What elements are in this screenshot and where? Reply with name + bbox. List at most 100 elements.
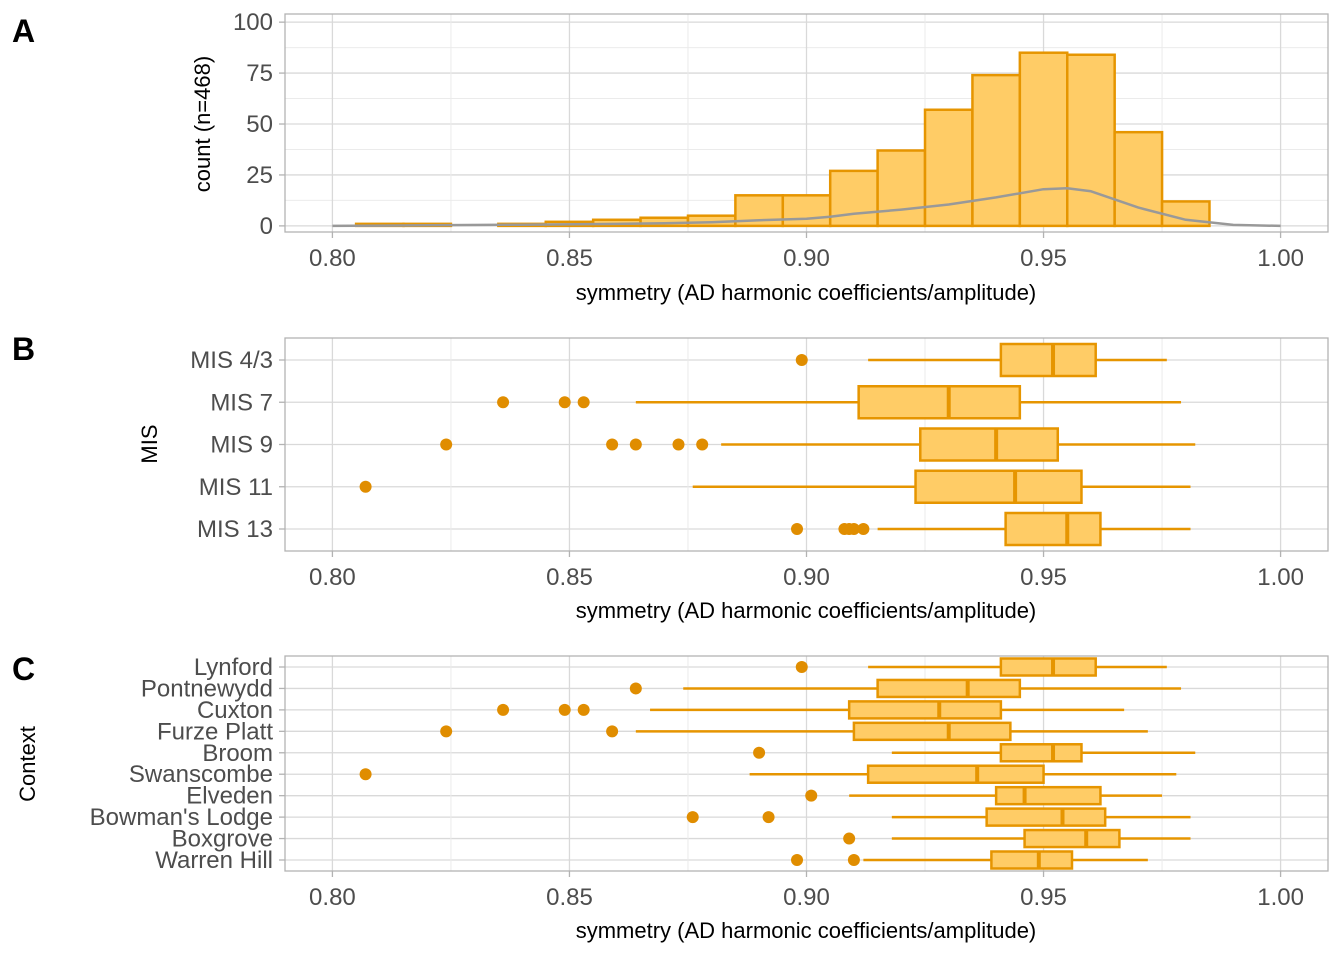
y-tick-label: Swanscombe bbox=[129, 761, 273, 788]
box-outlier-point bbox=[805, 789, 818, 802]
box-outlier-point bbox=[359, 768, 372, 781]
box-outlier-point bbox=[577, 703, 590, 716]
box-outlier-point bbox=[497, 396, 510, 409]
y-tick-label: MIS 11 bbox=[199, 474, 273, 501]
histogram-bar bbox=[828, 169, 879, 228]
panel-a-x-axis-title: symmetry (AD harmonic coefficients/ampli… bbox=[576, 280, 1037, 305]
y-tick-label: Broom bbox=[202, 740, 273, 767]
histogram-bar bbox=[781, 194, 832, 228]
box-outlier-point bbox=[440, 438, 453, 451]
box-outlier-point bbox=[795, 661, 808, 673]
box-iqr bbox=[1023, 828, 1121, 849]
y-tick-label: 100 bbox=[233, 9, 273, 36]
box-outlier-point bbox=[791, 854, 804, 866]
box-outlier-point bbox=[753, 746, 766, 759]
density-curve bbox=[332, 186, 1281, 228]
y-tick-label: 75 bbox=[246, 60, 273, 87]
x-tick-label: 0.90 bbox=[783, 245, 830, 272]
x-tick-label: 1.00 bbox=[1257, 245, 1304, 272]
x-tick-label: 0.80 bbox=[309, 564, 356, 591]
histogram-bar bbox=[876, 149, 927, 228]
panel-a: A 0 25 50 75 100 0.80 0.85 0.90 0.95 1.00 symmetr… bbox=[12, 9, 1329, 305]
box-outlier-point bbox=[791, 523, 804, 535]
box-outlier-point bbox=[696, 438, 709, 451]
box-outlier-point bbox=[629, 682, 642, 695]
panel-c: C 0.80 0.85 0.90 0.95 1.00LynfordPontnewyddC… bbox=[12, 651, 1329, 943]
panel-border bbox=[284, 655, 1329, 872]
box-outlier-point bbox=[359, 480, 372, 493]
y-tick-label: Cuxton bbox=[197, 697, 273, 724]
box-outlier-point bbox=[847, 523, 860, 535]
panel-a-y-axis-title: count (n=468) bbox=[190, 56, 215, 192]
box-outlier-point bbox=[497, 703, 510, 716]
box-iqr bbox=[857, 385, 1022, 420]
x-tick-label: 1.00 bbox=[1257, 564, 1304, 591]
box-outlier-point bbox=[795, 354, 808, 366]
histogram-bar bbox=[1066, 53, 1116, 228]
box-iqr bbox=[999, 657, 1097, 677]
panel-c-y-axis-title: Context bbox=[15, 726, 40, 802]
box-outlier-point bbox=[577, 396, 590, 409]
box-outlier-point bbox=[606, 725, 619, 738]
x-tick-label: 0.80 bbox=[309, 884, 356, 911]
box-iqr bbox=[914, 469, 1083, 504]
histogram-bar bbox=[971, 73, 1022, 228]
y-tick-label: 0 bbox=[260, 213, 273, 240]
box-iqr bbox=[847, 700, 1003, 720]
box-outlier-point bbox=[857, 523, 870, 535]
box-iqr bbox=[876, 678, 1022, 699]
x-tick-label: 1.00 bbox=[1257, 884, 1304, 911]
y-tick-label: Elveden bbox=[186, 783, 273, 810]
box-iqr bbox=[1004, 511, 1102, 547]
panel-letter-c: C bbox=[12, 651, 35, 687]
panel-b-x-axis-title: symmetry (AD harmonic coefficients/ampli… bbox=[576, 598, 1037, 623]
box-outlier-point bbox=[558, 703, 571, 716]
y-tick-label: Lynford bbox=[194, 654, 273, 681]
x-tick-label: 0.95 bbox=[1020, 245, 1067, 272]
y-tick-label: MIS 4/3 bbox=[190, 347, 273, 374]
histogram-bar bbox=[1018, 51, 1069, 228]
panel-border bbox=[284, 13, 1329, 233]
histogram-bar bbox=[1113, 130, 1164, 228]
box-outlier-point bbox=[843, 832, 856, 845]
panel-letter-b: B bbox=[12, 331, 35, 367]
histogram-bar bbox=[923, 108, 974, 228]
box-outlier-point bbox=[558, 396, 571, 409]
box-iqr bbox=[985, 807, 1107, 827]
box-iqr bbox=[990, 850, 1074, 870]
x-tick-label: 0.90 bbox=[783, 564, 830, 591]
y-tick-label: Boxgrove bbox=[172, 826, 273, 853]
box-outlier-point bbox=[440, 725, 453, 738]
box-outlier-point bbox=[762, 811, 775, 824]
y-tick-label: Pontnewydd bbox=[141, 675, 273, 702]
panel-letter-a: A bbox=[12, 13, 35, 49]
y-tick-label: 50 bbox=[246, 111, 273, 138]
y-tick-label: MIS 7 bbox=[210, 389, 273, 416]
y-tick-label: Furze Platt bbox=[157, 718, 273, 745]
x-tick-label: 0.85 bbox=[546, 884, 593, 911]
x-tick-label: 0.80 bbox=[309, 245, 356, 272]
box-iqr bbox=[852, 721, 1012, 742]
y-tick-label: Warren Hill bbox=[155, 847, 273, 874]
x-tick-label: 0.90 bbox=[783, 884, 830, 911]
box-iqr bbox=[999, 743, 1083, 763]
x-tick-label: 0.95 bbox=[1020, 884, 1067, 911]
panel-border bbox=[284, 337, 1329, 552]
box-iqr bbox=[994, 785, 1102, 806]
x-tick-label: 0.85 bbox=[546, 564, 593, 591]
box-iqr bbox=[919, 427, 1060, 462]
box-iqr bbox=[999, 342, 1097, 378]
box-outlier-point bbox=[847, 854, 860, 866]
y-tick-label: MIS 9 bbox=[210, 432, 273, 459]
y-tick-label: 25 bbox=[246, 162, 273, 189]
box-outlier-point bbox=[629, 438, 642, 451]
x-tick-label: 0.95 bbox=[1020, 564, 1067, 591]
panel-b-y-axis-title: MIS bbox=[137, 424, 162, 463]
box-iqr bbox=[866, 764, 1045, 784]
box-outlier-point bbox=[606, 438, 619, 451]
y-tick-label: Bowman's Lodge bbox=[90, 804, 273, 831]
box-outlier-point bbox=[672, 438, 685, 451]
x-tick-label: 0.85 bbox=[546, 245, 593, 272]
panel-c-x-axis-title: symmetry (AD harmonic coefficients/ampli… bbox=[576, 918, 1037, 943]
